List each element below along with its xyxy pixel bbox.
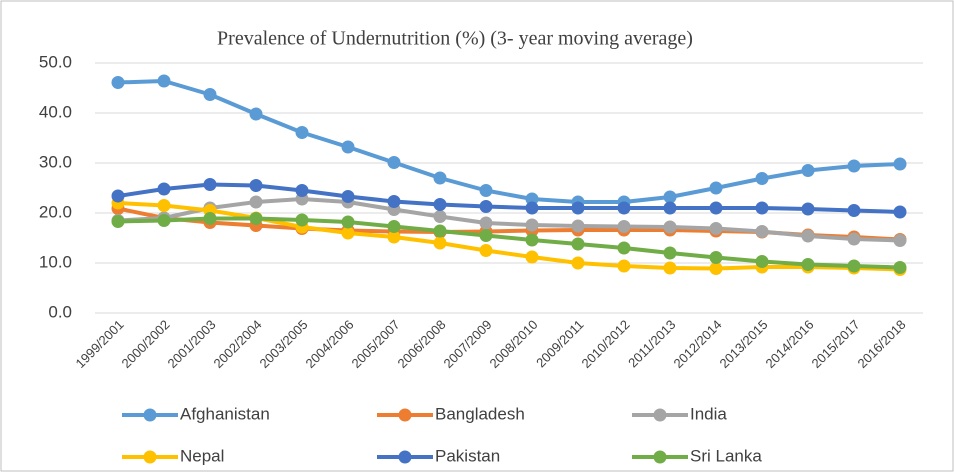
y-tick-label: 20.0 (39, 202, 72, 221)
data-point (479, 216, 493, 230)
data-point (571, 201, 585, 215)
data-point (433, 210, 447, 223)
y-tick-label: 10.0 (39, 252, 72, 271)
data-point (157, 182, 171, 196)
data-point (433, 171, 447, 185)
data-point (433, 224, 447, 238)
data-point (157, 214, 171, 227)
series-line (117, 182, 901, 214)
data-point (801, 229, 815, 243)
data-point (709, 222, 723, 235)
data-point (525, 192, 539, 206)
chart-title: Prevalence of Undernutrition (%) (3- yea… (217, 28, 693, 50)
data-point (111, 76, 125, 89)
data-point (847, 259, 861, 273)
legend-marker (398, 450, 412, 464)
data-point (433, 236, 447, 250)
data-point (663, 261, 677, 275)
data-point (755, 225, 769, 238)
data-point (433, 198, 447, 211)
y-tick-label: 0.0 (48, 302, 72, 321)
data-point (525, 218, 539, 232)
legend-label: Pakistan (435, 446, 500, 465)
legend-label: India (690, 404, 727, 423)
data-point (525, 233, 539, 247)
data-point (479, 244, 493, 257)
data-point (525, 250, 539, 264)
data-point (755, 201, 769, 215)
data-point (709, 201, 723, 215)
data-point (387, 230, 401, 244)
series-line (117, 79, 901, 204)
data-point (387, 195, 401, 208)
data-point (663, 220, 677, 234)
data-point (157, 74, 171, 88)
data-point (801, 164, 815, 177)
data-point (617, 201, 631, 215)
data-point (663, 190, 677, 204)
data-point (893, 261, 907, 274)
data-point (295, 184, 309, 197)
data-point (341, 215, 355, 229)
data-point (341, 140, 355, 154)
legend-marker (143, 408, 157, 422)
data-point (295, 126, 309, 139)
data-point (617, 259, 631, 273)
data-point (111, 189, 125, 203)
data-point (663, 201, 677, 215)
legend-label: Sri Lanka (690, 446, 762, 465)
data-point (157, 199, 171, 212)
data-point (755, 255, 769, 268)
legend-marker (653, 450, 667, 464)
data-point (571, 256, 585, 270)
legend-label: Nepal (180, 446, 224, 465)
data-point (571, 219, 585, 233)
data-point (847, 232, 861, 246)
data-point (893, 205, 907, 219)
data-point (479, 200, 493, 213)
legend-marker (143, 450, 157, 464)
data-point (755, 172, 769, 185)
data-point (249, 179, 263, 192)
data-point (387, 220, 401, 233)
data-point (111, 215, 125, 228)
data-point (341, 190, 355, 203)
data-point (801, 258, 815, 271)
legend-label: Afghanistan (180, 404, 270, 423)
data-point (203, 178, 217, 191)
data-point (387, 156, 401, 169)
series-line (117, 197, 901, 243)
legend-label: Bangladesh (435, 404, 525, 423)
data-point (801, 202, 815, 216)
data-point (893, 157, 907, 171)
data-point (203, 212, 217, 225)
data-point (249, 212, 263, 225)
legend-marker (398, 408, 412, 422)
y-tick-label: 30.0 (39, 152, 72, 171)
data-point (479, 229, 493, 242)
data-point (479, 184, 493, 197)
data-point (203, 88, 217, 101)
series-line (117, 216, 901, 270)
data-point (709, 262, 723, 275)
data-point (709, 181, 723, 195)
data-point (617, 220, 631, 233)
data-point (571, 237, 585, 251)
data-point (847, 204, 861, 217)
y-tick-label: 40.0 (39, 102, 72, 121)
data-point (525, 201, 539, 215)
data-point (847, 159, 861, 173)
data-point (249, 195, 263, 209)
data-point (295, 213, 309, 227)
data-point (663, 246, 677, 260)
data-point (617, 241, 631, 255)
data-point (249, 107, 263, 121)
data-point (893, 234, 907, 247)
data-point (341, 226, 355, 240)
data-point (709, 251, 723, 264)
y-tick-label: 50.0 (39, 52, 72, 71)
legend-marker (653, 408, 667, 422)
